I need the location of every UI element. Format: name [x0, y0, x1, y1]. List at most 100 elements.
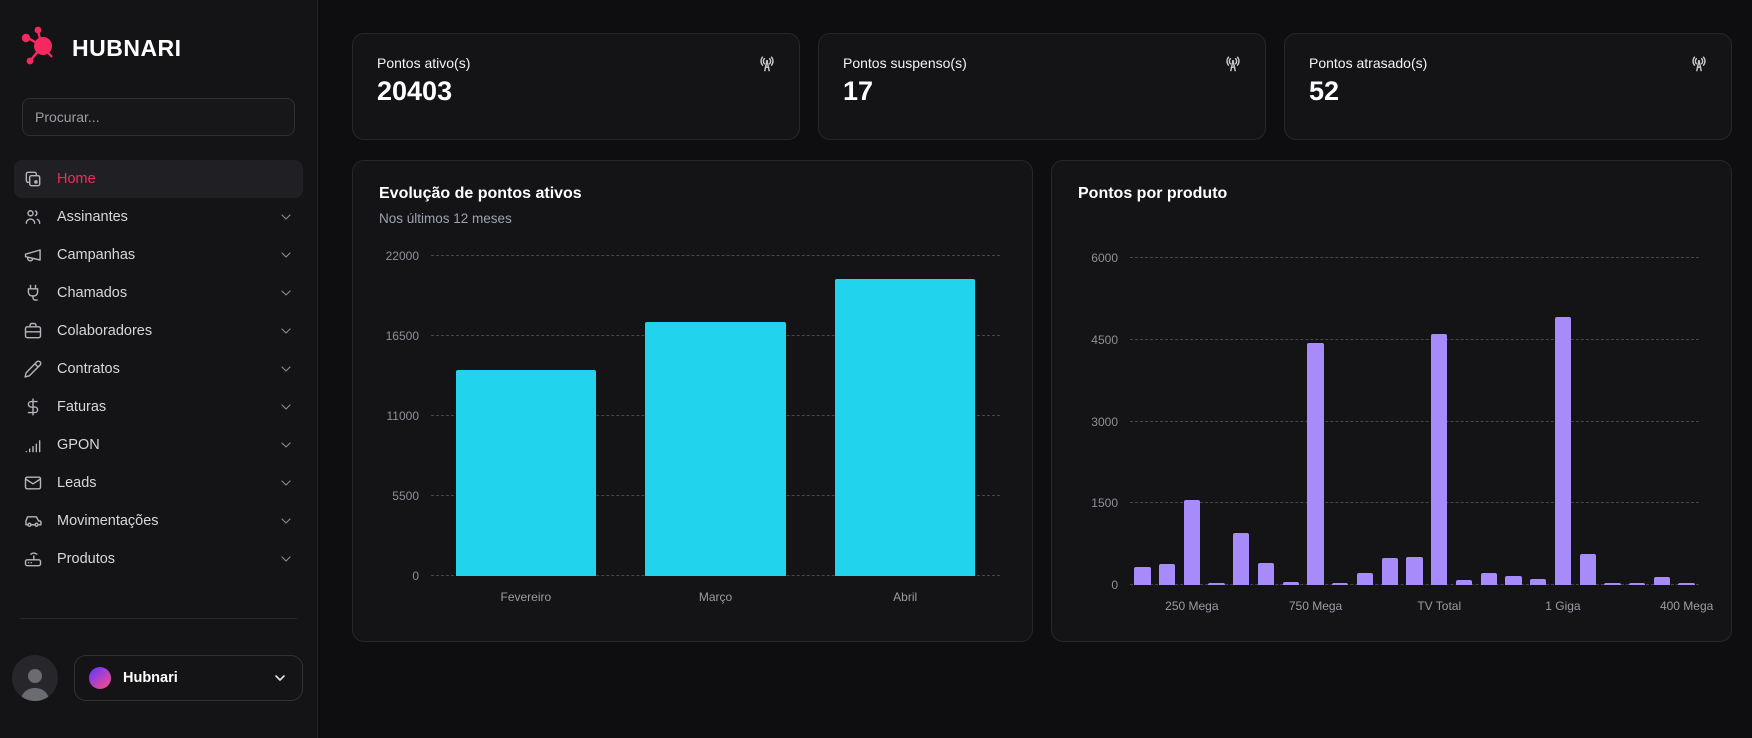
- y-tick-label: 16500: [385, 329, 419, 343]
- bar[interactable]: [1480, 572, 1497, 585]
- bar[interactable]: [455, 369, 596, 576]
- bar[interactable]: [1233, 533, 1250, 585]
- sidebar-item-label: Colaboradores: [57, 323, 153, 339]
- chevron-down-icon: [278, 437, 294, 453]
- sidebar-item-produtos[interactable]: Produtos: [14, 540, 303, 578]
- bar[interactable]: [1307, 342, 1324, 585]
- x-tick-label: 400 Mega: [1659, 599, 1714, 613]
- chevron-down-icon: [278, 247, 294, 263]
- gridline: [1130, 338, 1699, 340]
- router-icon: [23, 549, 43, 569]
- stat-value: 52: [1309, 76, 1340, 106]
- y-tick-label: 1500: [1091, 496, 1118, 511]
- account-select[interactable]: Hubnari: [74, 655, 303, 701]
- gridline: [431, 255, 1000, 256]
- x-tick-label: Fevereiro: [500, 590, 552, 604]
- bar[interactable]: [1406, 556, 1423, 585]
- car-icon: [23, 511, 43, 531]
- logo-text: HUBNARI: [72, 34, 182, 61]
- logo: HUBNARI: [0, 0, 317, 72]
- sidebar-item-contratos[interactable]: Contratos: [14, 350, 303, 388]
- bar[interactable]: [1282, 582, 1299, 585]
- sidebar-item-assinantes[interactable]: Assinantes: [14, 198, 303, 236]
- x-tick-label: TV Total: [1417, 599, 1462, 613]
- sidebar-menu: Home Assinantes Campanhas Chamados Colaborad…: [0, 160, 317, 578]
- search-input[interactable]: [22, 98, 295, 136]
- bar[interactable]: [1628, 583, 1646, 585]
- stat-label: Pontos ativo(s): [377, 55, 471, 71]
- y-axis: 0 1500 3000 4500 6000: [1078, 251, 1130, 592]
- x-axis: 250 Mega 750 Mega TV Total 1 Giga 400 Mega: [1130, 585, 1713, 619]
- sidebar-item-home[interactable]: Home: [14, 160, 303, 198]
- plug-icon: [23, 283, 43, 303]
- bar[interactable]: [645, 321, 786, 576]
- stat-label: Pontos atrasado(s): [1309, 55, 1428, 71]
- account-row: Hubnari: [12, 655, 303, 701]
- bar[interactable]: [1158, 563, 1176, 585]
- bar[interactable]: [1579, 553, 1596, 585]
- bar[interactable]: [1455, 579, 1473, 585]
- briefcase-icon: [23, 321, 43, 341]
- bar[interactable]: [1356, 573, 1374, 585]
- sidebar-item-colaboradores[interactable]: Colaboradores: [14, 312, 303, 350]
- chevron-down-icon: [278, 399, 294, 415]
- y-tick-label: 22000: [385, 249, 419, 263]
- avatar[interactable]: [12, 655, 58, 701]
- dollar-icon: [23, 397, 43, 417]
- bar-chart-produtos: 0 1500 3000 4500 6000 250 Mega 750 Mega TV Tota…: [1078, 251, 1713, 619]
- x-tick-label: Março: [698, 590, 733, 604]
- sidebar-item-label: Contratos: [57, 361, 120, 377]
- y-axis: 0 5500 11000 16500 22000: [379, 249, 431, 583]
- x-axis: Fevereiro Março Abril: [431, 576, 1000, 610]
- y-tick-label: 6000: [1091, 251, 1118, 265]
- sidebar-item-label: Campanhas: [57, 247, 136, 263]
- sidebar-item-leads[interactable]: Leads: [14, 464, 303, 502]
- bar[interactable]: [1381, 557, 1398, 585]
- sidebar-item-label: Assinantes: [57, 209, 128, 225]
- antenna-icon: [757, 54, 777, 74]
- bar[interactable]: [1678, 583, 1695, 585]
- signal-icon: [23, 435, 43, 455]
- bar[interactable]: [1604, 583, 1621, 585]
- bar[interactable]: [1332, 583, 1349, 585]
- bar[interactable]: [1505, 575, 1522, 585]
- sidebar-item-campanhas[interactable]: Campanhas: [14, 236, 303, 274]
- bar[interactable]: [1653, 577, 1671, 585]
- bar[interactable]: [834, 279, 976, 576]
- bar[interactable]: [1530, 579, 1547, 585]
- sidebar-item-chamados[interactable]: Chamados: [14, 274, 303, 312]
- bar[interactable]: [1134, 567, 1151, 585]
- chevron-down-icon: [278, 475, 294, 491]
- x-tick-label: 250 Mega: [1165, 599, 1219, 613]
- bar[interactable]: [1208, 583, 1225, 585]
- sidebar-item-label: Movimentações: [57, 513, 159, 529]
- bar-chart-evolucao: 0 5500 11000 16500 22000 Fevereiro Março Abril: [379, 249, 1006, 610]
- sidebar-item-label: Leads: [57, 475, 97, 491]
- megaphone-icon: [23, 245, 43, 265]
- stat-card-pontos-ativo(s): Pontos ativo(s) 20403: [352, 33, 800, 140]
- bar[interactable]: [1183, 500, 1200, 585]
- chevron-down-icon: [278, 285, 294, 301]
- chart-title: Evolução de pontos ativos: [379, 185, 582, 202]
- bar[interactable]: [1554, 316, 1572, 585]
- bar[interactable]: [1257, 563, 1275, 585]
- account-gradient-dot: [89, 667, 111, 689]
- bar[interactable]: [1431, 333, 1448, 585]
- sidebar-item-gpon[interactable]: GPON: [14, 426, 303, 464]
- sidebar: HUBNARI Home Assinantes Campanhas Chamados C…: [0, 0, 318, 738]
- chart-subtitle: Nos últimos 12 meses: [379, 211, 512, 226]
- y-tick-label: 0: [412, 569, 419, 583]
- sidebar-item-label: Chamados: [57, 285, 128, 301]
- gridline: [1130, 502, 1699, 504]
- sidebar-item-faturas[interactable]: Faturas: [14, 388, 303, 426]
- plot-area: [431, 255, 1000, 576]
- logo-icon: [16, 24, 64, 72]
- sidebar-item-movimentacoes[interactable]: Movimentações: [14, 502, 303, 540]
- antenna-icon: [1689, 54, 1709, 74]
- stat-value: 17: [843, 76, 874, 106]
- chevron-down-icon: [278, 323, 294, 339]
- sidebar-item-label: Produtos: [57, 551, 116, 567]
- chevron-down-icon: [278, 551, 294, 567]
- chevron-down-icon: [278, 361, 294, 377]
- y-tick-label: 11000: [386, 409, 419, 423]
